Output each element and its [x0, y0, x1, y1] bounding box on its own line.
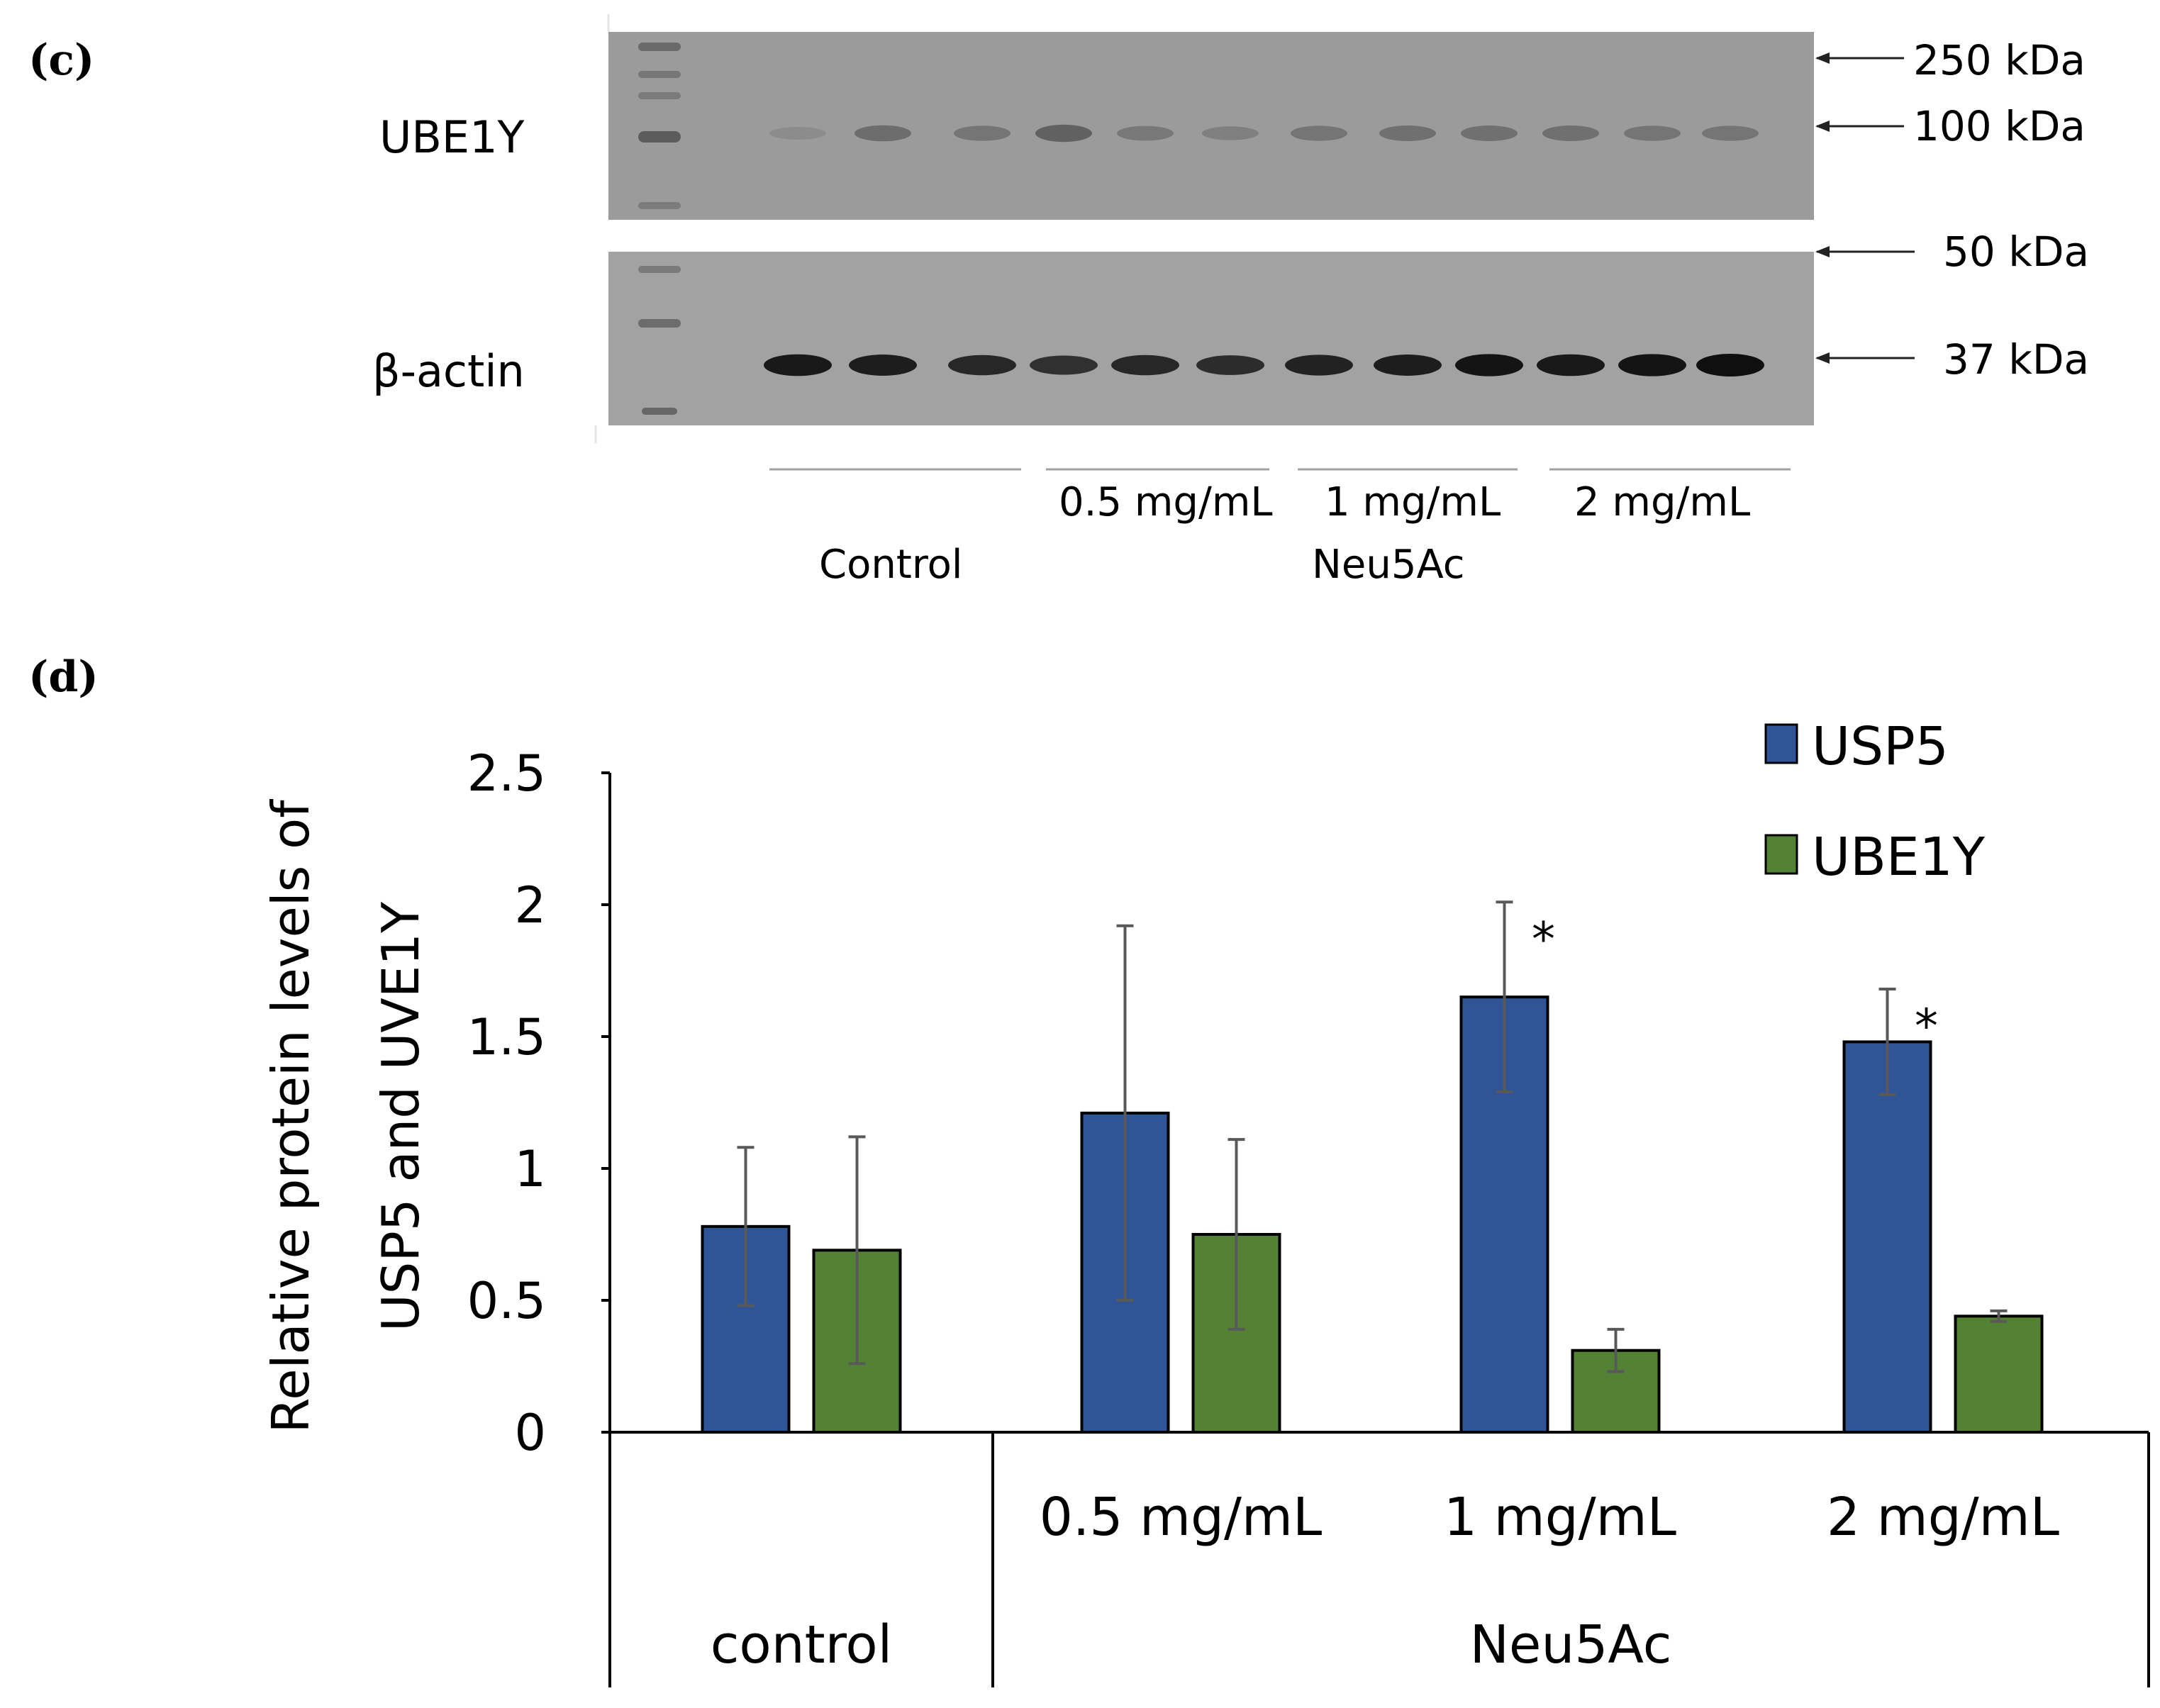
mw-arrow-head: [1815, 352, 1830, 364]
ube1y-band: [1035, 124, 1092, 143]
y-tick-label: 0: [514, 1404, 546, 1462]
actin-row-label: β-actin: [372, 345, 525, 397]
ube1y-band: [1461, 125, 1518, 141]
y-axis-title-line1: Relative protein levels of: [261, 799, 321, 1434]
actin-band: [849, 355, 917, 376]
ladder-band: [638, 202, 681, 209]
actin-band: [1285, 355, 1353, 376]
ube1y-band: [1379, 125, 1436, 141]
ladder-band: [638, 92, 681, 99]
ladder-band: [638, 43, 681, 51]
x-axis: control Neu5Ac: [608, 1431, 2150, 1687]
group-label-neu5ac: Neu5Ac: [1470, 1614, 1672, 1675]
legend-swatch-ube1y: [1764, 834, 1798, 875]
mw-arrow-head: [1815, 52, 1830, 64]
actin-band: [1455, 354, 1523, 376]
ube1y-band: [1202, 126, 1259, 140]
y-tick-label: 0.5: [467, 1272, 546, 1330]
category-labels: 0.5 mg/mL 1 mg/mL 2 mg/mL: [1040, 1487, 2059, 1548]
legend-item-ube1y: UBE1Y: [1764, 827, 1986, 888]
ladder-band: [642, 408, 677, 415]
bar-usp5: [1842, 1040, 1932, 1434]
legend: USP5 UBE1Y: [1764, 716, 1986, 888]
category-label: 2 mg/mL: [1827, 1487, 2059, 1548]
mw-marker-250: 250 kDa: [1815, 36, 2086, 84]
legend-label-usp5: USP5: [1812, 716, 1949, 777]
ube1y-band: [954, 125, 1011, 141]
ladder-band: [638, 266, 681, 273]
bars: **: [701, 900, 2044, 1434]
bar-ube1y: [1191, 1233, 1281, 1434]
panel-c-label: (c): [28, 35, 94, 85]
actin-band: [1030, 355, 1098, 375]
ube1y-band: [1291, 125, 1347, 141]
ladder-lane: [638, 43, 681, 415]
mw-label-100: 100 kDa: [1913, 102, 2086, 150]
blot-group-labels: 0.5 mg/mL 1 mg/mL 2 mg/mL Control Neu5Ac: [769, 468, 1791, 588]
y-tick-label: 1: [514, 1140, 546, 1198]
mw-marker-37: 37 kDa: [1815, 335, 2089, 384]
treatment-label: Neu5Ac: [1312, 542, 1465, 588]
mw-marker-100: 100 kDa: [1815, 102, 2086, 150]
mw-label-50: 50 kDa: [1943, 228, 2089, 276]
ube1y-band: [769, 127, 826, 140]
panel-c: (c) UBE1Y β-actin 250 k: [28, 14, 2089, 588]
group-label-control: Control: [819, 542, 962, 588]
group-label-1: 1 mg/mL: [1325, 479, 1501, 525]
ube1y-bands: [769, 124, 1759, 143]
actin-band: [948, 355, 1016, 376]
y-tick-label: 1.5: [467, 1008, 546, 1066]
legend-label-ube1y: UBE1Y: [1812, 827, 1986, 888]
mw-label-250: 250 kDa: [1913, 36, 2086, 84]
y-axis-title-line2: USP5 and UVE1Y: [371, 901, 430, 1332]
ladder-band: [638, 131, 681, 143]
actin-band: [1618, 354, 1686, 376]
ube1y-blot-image: [608, 32, 1814, 220]
ladder-band: [638, 71, 681, 78]
actin-band: [1374, 355, 1442, 376]
ube1y-band: [1624, 125, 1681, 141]
ube1y-band: [854, 125, 911, 142]
y-tick-label: 2.5: [467, 744, 546, 803]
actin-bands: [764, 354, 1764, 376]
mw-arrow-head: [1815, 121, 1830, 132]
mw-arrow-head: [1815, 246, 1830, 257]
actin-band: [1537, 354, 1605, 376]
actin-band: [1111, 355, 1179, 376]
group-label-2: 2 mg/mL: [1574, 479, 1750, 525]
y-axis: 0 0.5 1 1.5 2 2.5: [467, 744, 611, 1462]
actin-blot-image: [608, 252, 1814, 425]
ube1y-band: [1542, 125, 1599, 141]
significance-star: *: [1532, 912, 1555, 966]
significance-star: *: [1915, 999, 1938, 1054]
ladder-band: [638, 319, 681, 328]
ube1y-row-label: UBE1Y: [379, 111, 525, 163]
category-label: 0.5 mg/mL: [1040, 1487, 1323, 1548]
category-label: 1 mg/mL: [1444, 1487, 1676, 1548]
panel-d: (d) Relative protein levels of USP5 and …: [28, 652, 2150, 1687]
actin-band: [764, 354, 832, 376]
panel-d-label: (d): [28, 652, 99, 702]
ube1y-band: [1702, 125, 1759, 141]
group-label-0-5: 0.5 mg/mL: [1059, 479, 1273, 525]
group-label-control: control: [711, 1614, 893, 1675]
mw-marker-50: 50 kDa: [1815, 228, 2089, 276]
actin-band: [1196, 355, 1264, 375]
mw-markers: 250 kDa 100 kDa 50 kDa 37 kDa: [1815, 36, 2089, 384]
mw-label-37: 37 kDa: [1943, 335, 2089, 384]
legend-swatch-usp5: [1764, 723, 1798, 764]
ube1y-band: [1117, 125, 1174, 141]
actin-band: [1696, 354, 1764, 376]
y-tick-label: 2: [514, 876, 546, 934]
bar-ube1y: [1954, 1315, 2044, 1434]
legend-item-usp5: USP5: [1764, 716, 1949, 777]
